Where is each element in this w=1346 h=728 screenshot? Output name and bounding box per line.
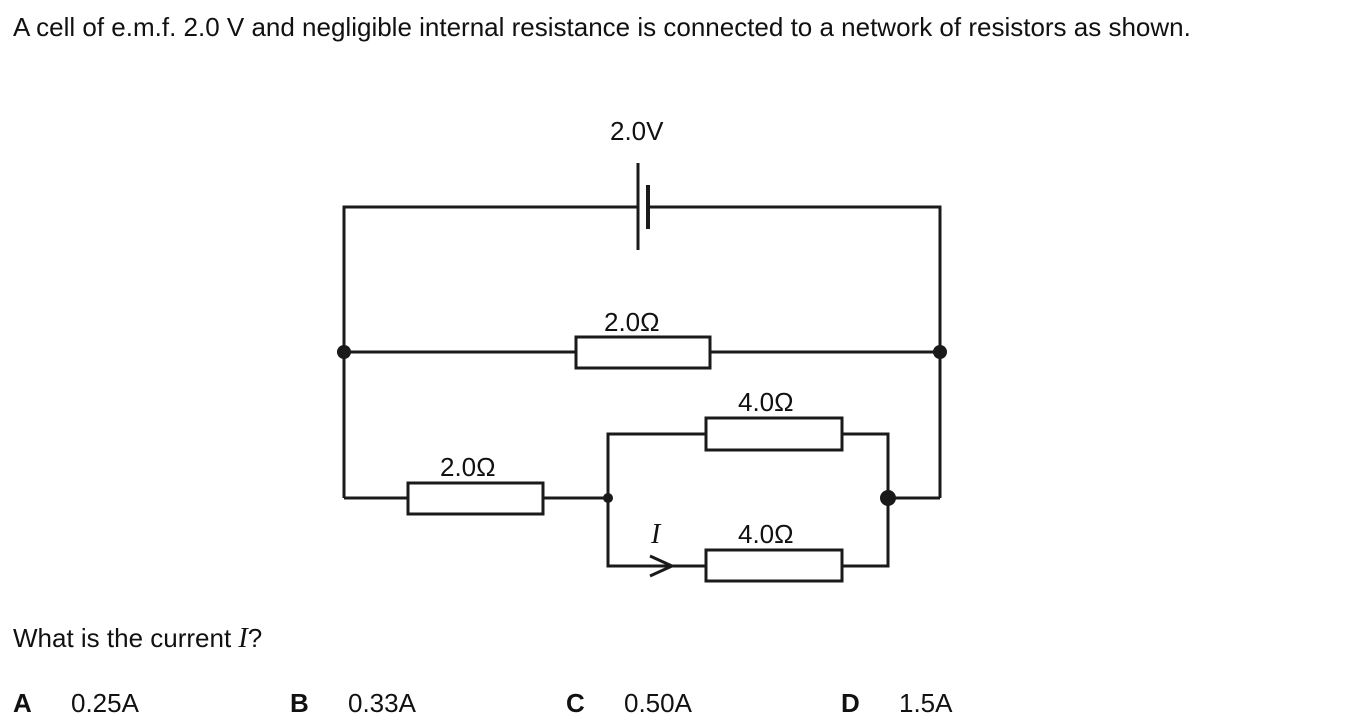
- option-value: 1.5A: [899, 688, 953, 718]
- resistor-parallel-upper-label: 4.0Ω: [738, 387, 794, 417]
- resistor-parallel-upper: [704, 416, 844, 452]
- question-variable: I: [238, 623, 248, 654]
- option-c[interactable]: C 0.50A: [566, 686, 692, 720]
- resistor-left-label: 2.0Ω: [440, 452, 496, 482]
- resistor-left: [406, 481, 545, 516]
- option-a[interactable]: A 0.25A: [13, 686, 139, 720]
- junction-parallel-left: [603, 493, 613, 503]
- resistor-top-label: 2.0Ω: [604, 307, 660, 337]
- junction-parallel-right: [880, 490, 896, 506]
- junction-left: [337, 345, 351, 359]
- option-value: 0.33A: [348, 688, 416, 718]
- junction-right: [933, 345, 947, 359]
- question-text: What is the current I?: [13, 622, 262, 655]
- question-suffix: ?: [247, 623, 263, 653]
- option-value: 0.25A: [71, 688, 139, 718]
- option-value: 0.50A: [624, 688, 692, 718]
- option-letter: A: [13, 688, 32, 718]
- current-arrow-icon: [649, 554, 676, 578]
- resistor-parallel-lower-label: 4.0Ω: [738, 519, 794, 549]
- resistor-top: [574, 335, 712, 370]
- cell-label: 2.0V: [610, 116, 664, 146]
- option-d[interactable]: D 1.5A: [841, 686, 953, 720]
- question-stem: A cell of e.m.f. 2.0 V and negligible in…: [13, 12, 1191, 42]
- top-right-wire: [648, 205, 942, 498]
- option-b[interactable]: B 0.33A: [290, 686, 416, 720]
- current-label: I: [650, 519, 662, 550]
- top-left-wire: [342, 205, 638, 498]
- option-letter: C: [566, 688, 585, 718]
- option-letter: D: [841, 688, 860, 718]
- question-prefix: What is the current: [13, 623, 239, 653]
- option-letter: B: [290, 688, 309, 718]
- resistor-parallel-lower: [704, 548, 844, 583]
